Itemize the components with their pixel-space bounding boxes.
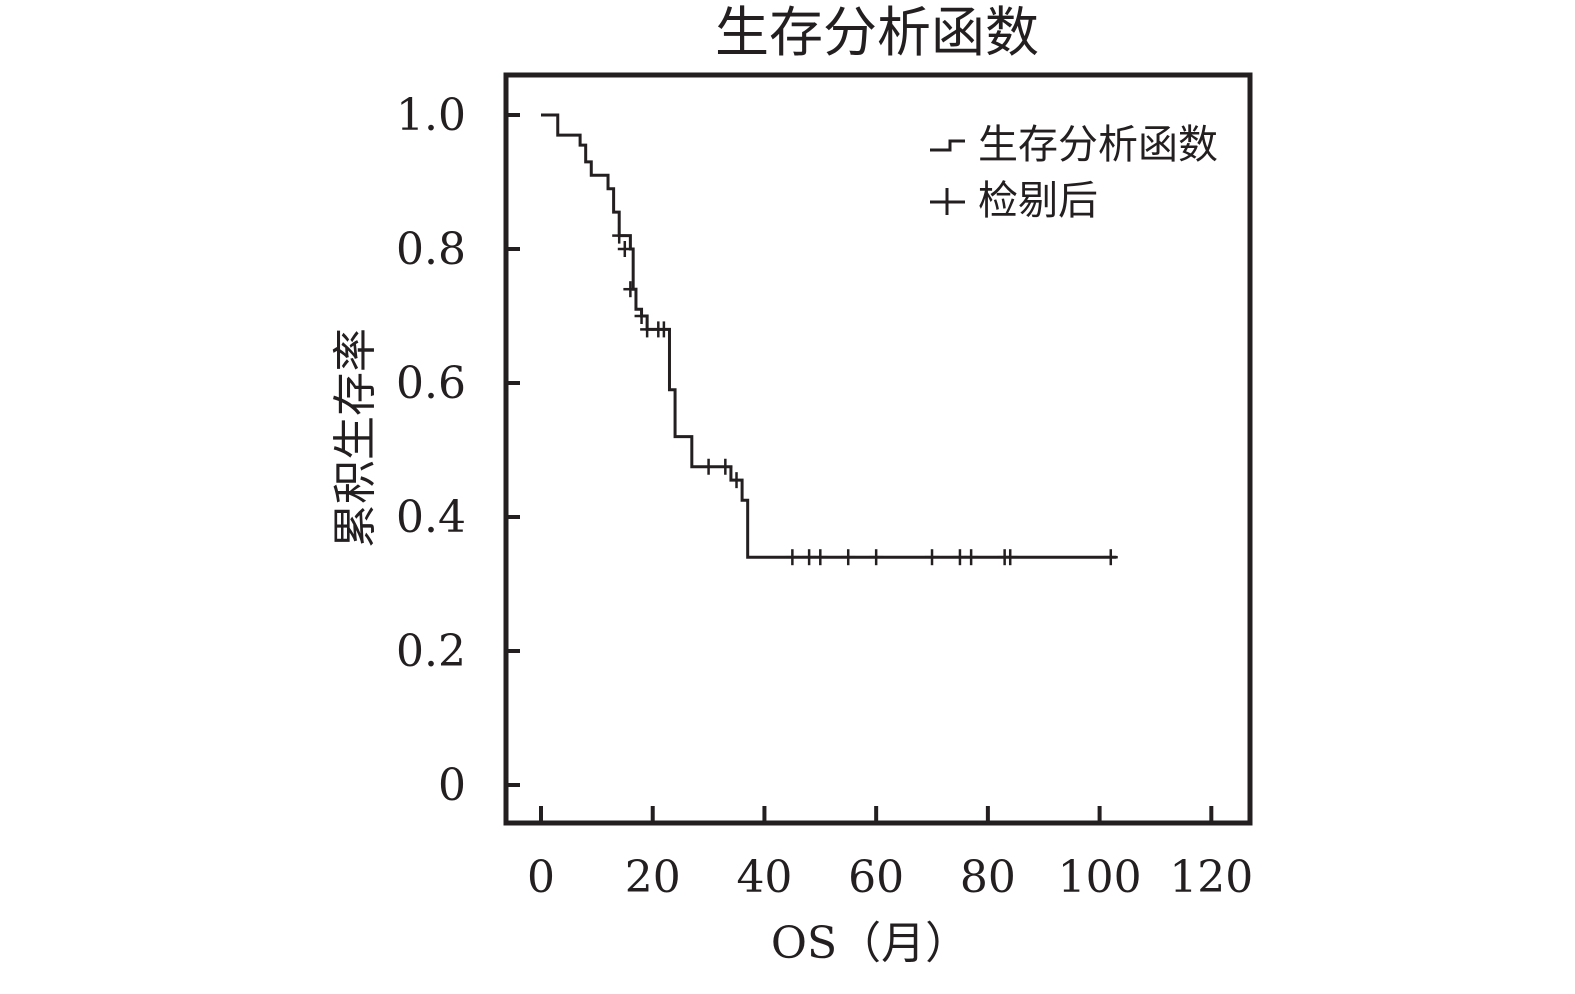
legend: 生存分析函数 检剔后: [930, 122, 1218, 224]
y-tick-label: 0.8: [396, 224, 466, 275]
x-axis-ticks: 0 20 40 60 80 100 120: [527, 806, 1253, 903]
y-tick-label: 0.6: [396, 358, 466, 409]
x-tick-label: 100: [1058, 852, 1142, 903]
censor-mark: [964, 549, 979, 566]
censor-mark: [1003, 549, 1018, 566]
y-tick-label: 0.2: [396, 626, 466, 677]
x-tick-label: 80: [960, 852, 1016, 903]
censor-mark: [634, 308, 649, 324]
y-tick-label: 0.4: [396, 492, 466, 543]
x-axis-label: OS（月）: [771, 918, 969, 969]
censor-mark: [623, 281, 638, 298]
y-axis-label: 累积生存率: [330, 328, 381, 548]
x-tick-label: 20: [625, 852, 681, 903]
y-tick-label: 1.0: [396, 90, 466, 141]
censor-mark: [869, 549, 884, 566]
x-tick-label: 0: [527, 852, 555, 903]
censor-marks-layer: [612, 227, 1118, 566]
censor-mark: [718, 458, 733, 475]
censor-mark: [925, 549, 940, 566]
censor-mark: [729, 472, 744, 489]
censor-mark: [701, 458, 716, 475]
plot-frame: [503, 72, 1253, 826]
censor-mark: [841, 549, 856, 566]
x-tick-label: 120: [1169, 852, 1253, 903]
censor-mark: [612, 227, 627, 244]
y-tick-label: 0: [438, 760, 466, 811]
legend-step-symbol: [930, 139, 965, 152]
censor-mark: [617, 241, 632, 257]
censor-mark: [813, 549, 828, 566]
chart-title: 生存分析函数: [715, 1, 1039, 64]
x-tick-label: 40: [736, 852, 792, 903]
legend-label-survival: 生存分析函数: [978, 122, 1218, 168]
x-tick-label: 60: [848, 852, 904, 903]
legend-label-censored: 检剔后: [978, 178, 1098, 224]
y-axis-ticks: 0 0.2 0.4 0.6 0.8 1.0: [396, 90, 520, 811]
censor-mark: [785, 549, 800, 566]
censor-mark: [1103, 549, 1118, 566]
censor-mark: [656, 321, 671, 338]
legend-plus-symbol: [930, 188, 965, 215]
